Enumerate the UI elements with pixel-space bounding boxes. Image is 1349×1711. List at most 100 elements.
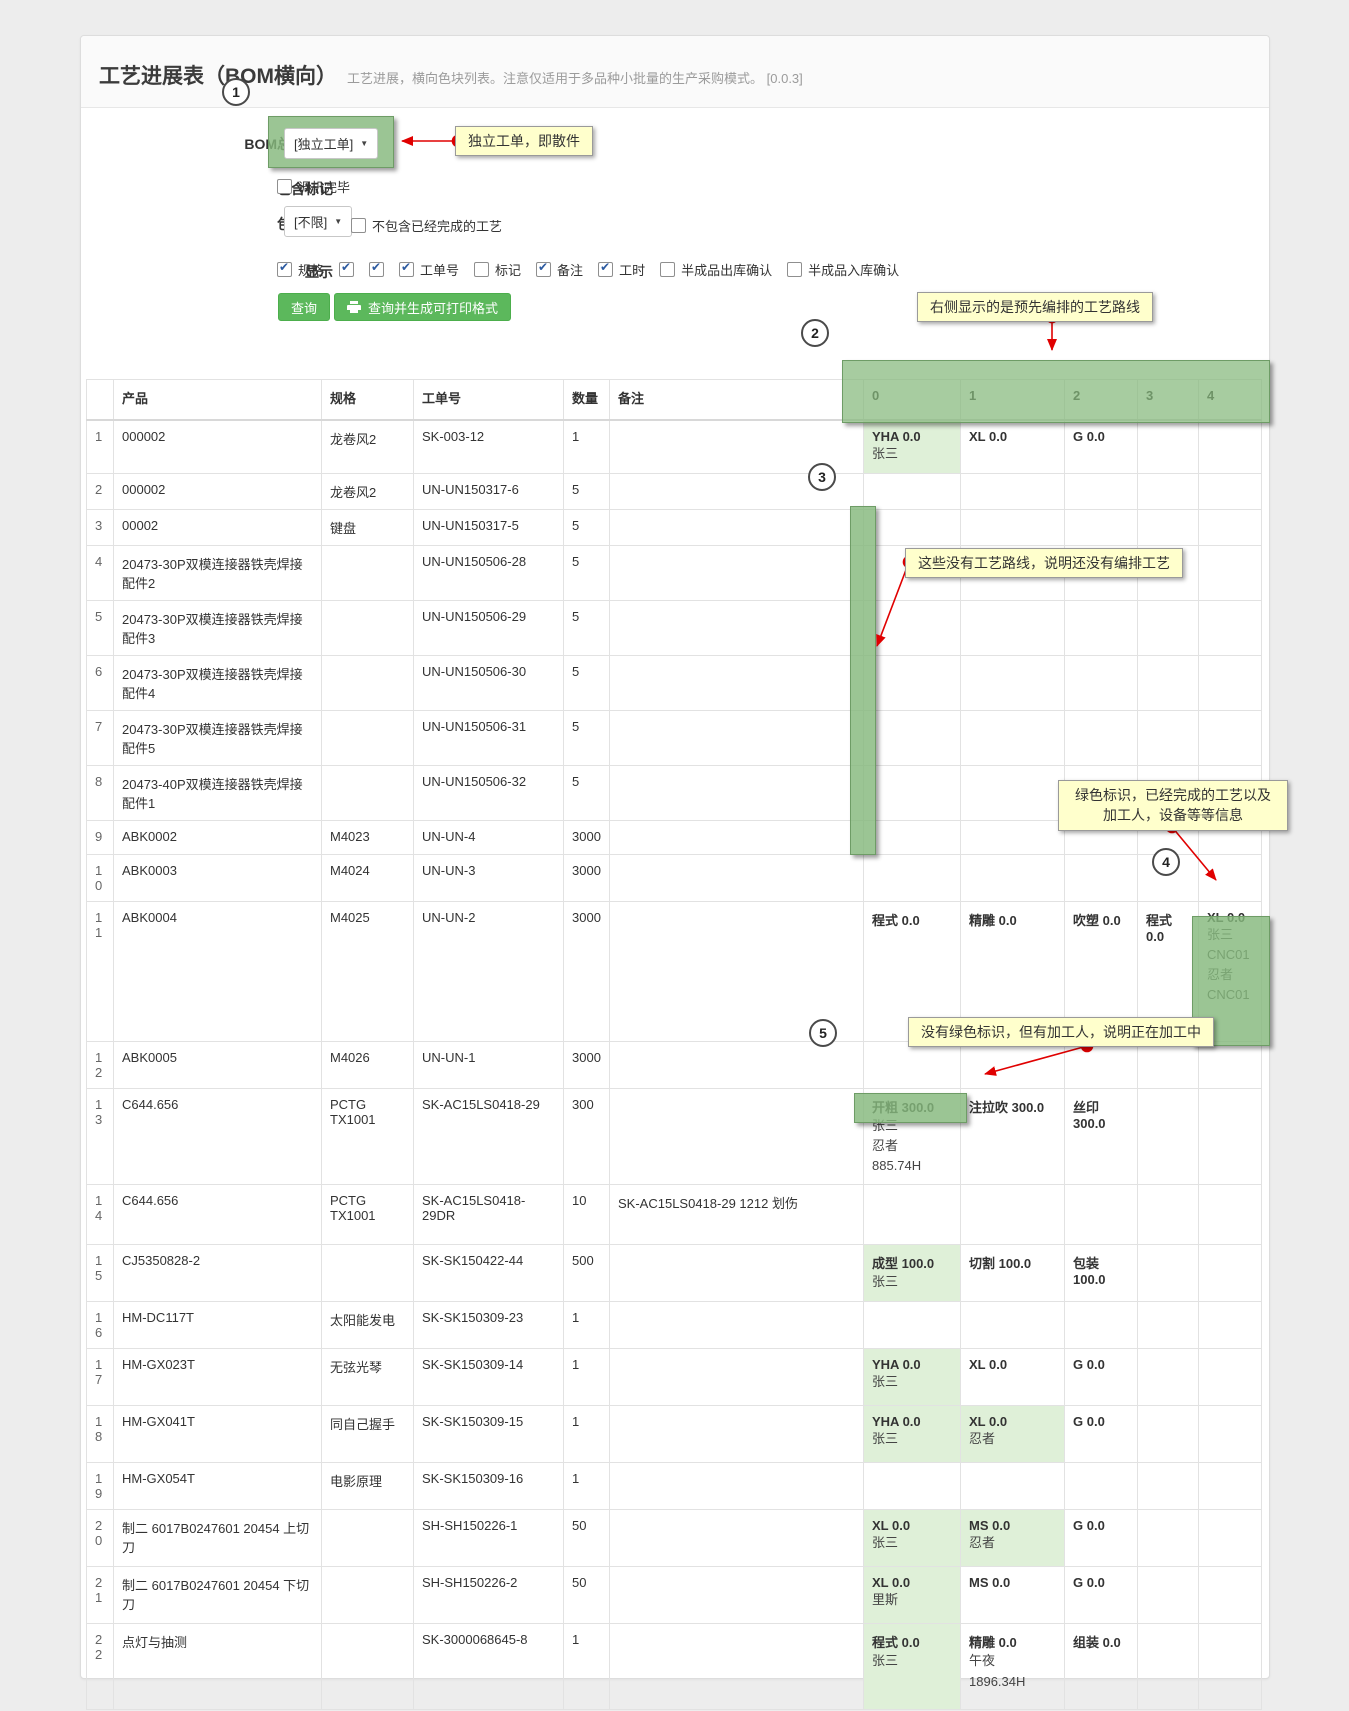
display-option-标记[interactable]: 标记 [474, 260, 521, 279]
process-step-cell-empty [1137, 1041, 1199, 1089]
cell-qty: 1 [563, 1301, 610, 1350]
display-option-工单号[interactable]: 工单号 [399, 260, 459, 279]
page-title-text: 工艺进展表（BOM横向） [99, 65, 337, 88]
process-step-cell: XL 0.0 [960, 1348, 1065, 1407]
process-step-cell: XL 0.0 张三 [863, 1509, 961, 1568]
cell-spec [321, 600, 414, 656]
row-index: 19 [86, 1462, 114, 1511]
display-checkbox[interactable] [598, 260, 614, 277]
printer-icon [347, 300, 361, 313]
callout-no-routing: 这些没有工艺路线，说明还没有编排工艺 [905, 548, 1183, 579]
row-index: 21 [86, 1566, 114, 1625]
row-index: 5 [86, 600, 114, 656]
process-step-cell-empty [863, 765, 961, 821]
step-col-header: 0 [863, 379, 961, 421]
page-title: 工艺进展表（BOM横向） 工艺进展，横向色块列表。注意仅适用于多品种小批量的生产采… [99, 60, 803, 90]
display-option-半成品出库确认[interactable]: 半成品出库确认 [660, 260, 772, 279]
mark-option[interactable]: 调机完毕 [277, 177, 350, 196]
cell-product: C644.656 [113, 1087, 322, 1186]
cell-order-no: UN-UN-4 [413, 820, 564, 855]
process-step-cell-empty [863, 1041, 961, 1089]
cell-spec: 键盘 [321, 509, 414, 546]
process-step-cell-empty [1064, 1462, 1138, 1511]
cell-qty: 10 [563, 1184, 610, 1246]
process-step-cell-empty [863, 1301, 961, 1350]
display-checkbox[interactable] [339, 260, 355, 277]
bom-order-select[interactable]: [独立工单] ▼ [284, 128, 379, 159]
process-step-cell-empty [1064, 710, 1138, 766]
mark-checkbox[interactable] [277, 179, 292, 194]
process-step-cell-empty [1198, 710, 1262, 766]
cell-qty: 1 [563, 1348, 610, 1407]
cell-spec [321, 1509, 414, 1568]
cell-remark: SK-AC15LS0418-29 1212 划伤 [609, 1184, 864, 1246]
row-index: 16 [86, 1301, 114, 1350]
process-step-cell-empty [1137, 1087, 1199, 1186]
row-index: 18 [86, 1405, 114, 1464]
cell-spec: PCTG TX1001 [321, 1087, 414, 1186]
display-option-规格[interactable]: 规格 [277, 260, 324, 279]
row-index: 13 [86, 1087, 114, 1186]
cell-qty: 1 [563, 1462, 610, 1511]
display-options-row: 规格 工单号标记备注工时半成品出库确认半成品入库确认 [277, 260, 899, 279]
row-index: 15 [86, 1244, 114, 1303]
step-name: G 0.0 [1073, 428, 1105, 444]
cell-spec [321, 1623, 414, 1711]
display-checkbox[interactable] [536, 260, 552, 277]
query-print-button[interactable]: 查询并生成可打印格式 [334, 293, 512, 321]
cell-qty: 3000 [563, 820, 610, 855]
display-checkbox[interactable] [660, 262, 676, 277]
display-option-blank-1[interactable] [339, 260, 355, 277]
process-step-cell-empty [1064, 509, 1138, 546]
process-step-cell-empty [960, 820, 1065, 855]
display-checkbox[interactable] [277, 260, 292, 277]
process-step-cell-empty [1064, 655, 1138, 711]
step-name: XL 0.0 [969, 428, 1008, 444]
cell-qty: 5 [563, 545, 610, 601]
display-option-备注[interactable]: 备注 [536, 260, 583, 279]
query-button[interactable]: 查询 [278, 293, 331, 321]
cell-order-no: SK-SK150309-15 [413, 1405, 564, 1464]
cell-qty: 50 [563, 1509, 610, 1568]
step-col-header: 4 [1198, 379, 1262, 421]
exclude-finished-checkbox[interactable] [351, 218, 366, 233]
chevron-down-icon: ▼ [334, 217, 343, 226]
cell-remark [609, 710, 864, 766]
process-step-cell-empty [1137, 473, 1199, 510]
display-option-blank-2[interactable] [369, 260, 385, 277]
process-step-cell-empty [1137, 419, 1199, 474]
step-col-header: 2 [1064, 379, 1138, 421]
cell-order-no: SH-SH150226-2 [413, 1566, 564, 1625]
display-checkbox[interactable] [369, 260, 385, 277]
exclude-finished-option[interactable]: 不包含已经完成的工艺 [351, 216, 502, 235]
cell-order-no: UN-UN150506-28 [413, 545, 564, 601]
table-row: 18 HM-GX041T 同自己握手 SK-SK150309-15 1 YHA 0.0 张三… [86, 1405, 1262, 1464]
cell-spec: 龙卷风2 [321, 473, 414, 510]
cell-product: 点灯与抽测 [113, 1623, 322, 1711]
display-checkbox[interactable] [474, 262, 490, 277]
process-step-cell: XL 0.0 里斯 [863, 1566, 961, 1625]
display-option-工时[interactable]: 工时 [598, 260, 645, 279]
process-step-cell-empty [1064, 1184, 1138, 1246]
process-step-cell-empty [1137, 1623, 1199, 1711]
cell-product: 制二 6017B0247601 20454 上切刀 [113, 1509, 322, 1568]
process-step-cell-empty [1064, 854, 1138, 902]
display-checkbox[interactable] [787, 262, 803, 277]
process-step-cell-empty [1198, 1301, 1262, 1350]
cell-product: ABK0002 [113, 820, 322, 855]
row-index: 7 [86, 710, 114, 766]
process-step-cell: MS 0.0 忍者 [960, 1509, 1065, 1568]
display-option-半成品入库确认[interactable]: 半成品入库确认 [787, 260, 899, 279]
process-step-cell-empty [1137, 710, 1199, 766]
process-step-cell: 程式 0.0 张三 [863, 1623, 961, 1711]
craft-select[interactable]: [不限] ▼ [284, 206, 353, 237]
row-index: 20 [86, 1509, 114, 1568]
cell-remark [609, 765, 864, 821]
display-checkbox[interactable] [399, 260, 415, 277]
process-step-cell-empty [1198, 545, 1262, 601]
step-detail: 午夜 [969, 1653, 996, 1669]
callout-in-progress: 没有绿色标识，但有加工人，说明正在加工中 [908, 1017, 1214, 1048]
process-step-cell-empty [1137, 655, 1199, 711]
col-header: 规格 [321, 379, 414, 421]
